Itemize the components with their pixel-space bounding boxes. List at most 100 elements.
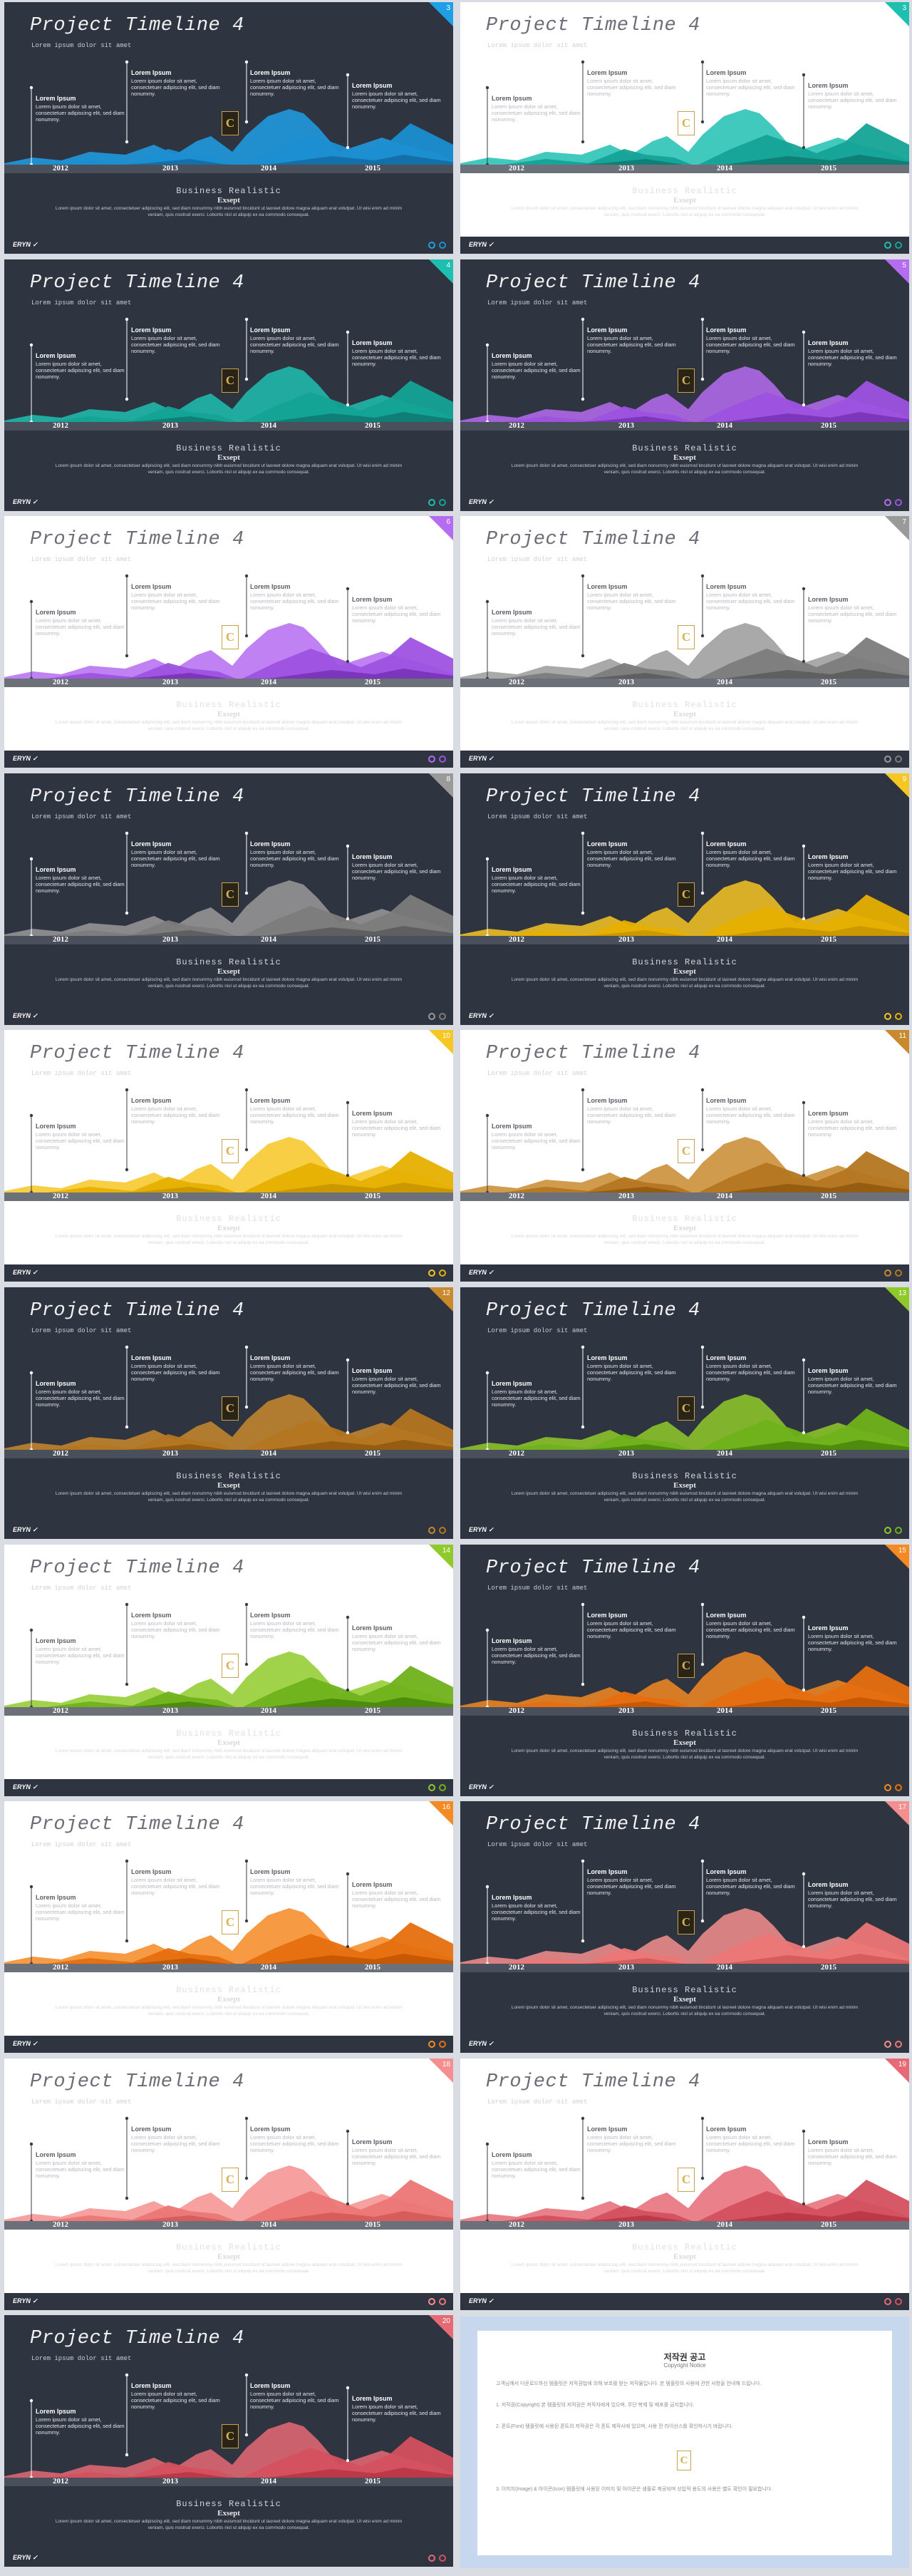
nav-dot[interactable] (428, 1013, 435, 1020)
nav-dot[interactable] (428, 2298, 435, 2305)
copyright-slide[interactable]: 저작권 공고 Copyright Notice 고객님께서 다운로드하신 템플릿… (460, 2317, 909, 2568)
footer-title: Business Realistic (176, 2242, 281, 2252)
footer-title: Business Realistic (632, 1214, 737, 1224)
nav-dot[interactable] (884, 756, 891, 763)
milestone-title: Lorem Ipsum (352, 2138, 393, 2145)
nav-dots (884, 242, 902, 249)
slide-thumbnail[interactable]: Project Timeline 4 Lorem ipsum dolor sit … (4, 2059, 453, 2310)
nav-dot[interactable] (895, 242, 902, 249)
nav-dot[interactable] (428, 1527, 435, 1534)
slide-thumbnail[interactable]: Project Timeline 4 Lorem ipsum dolor sit … (460, 773, 909, 1025)
nav-dots (428, 2555, 446, 2562)
nav-dot[interactable] (439, 1013, 446, 1020)
nav-dot[interactable] (884, 1527, 891, 1534)
milestone-card: Lorem Ipsum Lorem ipsum dolor sit amet, c… (352, 1367, 446, 1395)
nav-dot[interactable] (895, 2298, 902, 2305)
brand-logo: ERYN ✓ (13, 1783, 38, 1791)
slide-number-corner (429, 2315, 453, 2339)
nav-dot[interactable] (428, 242, 435, 249)
nav-dot[interactable] (439, 2555, 446, 2562)
slide-thumbnail[interactable]: Project Timeline 4 Lorem ipsum dolor sit … (4, 1801, 453, 2053)
nav-dot[interactable] (428, 756, 435, 763)
milestone-text: Lorem ipsum dolor sit amet, consectetuer… (131, 2134, 220, 2153)
nav-dot[interactable] (895, 756, 902, 763)
nav-dot[interactable] (439, 499, 446, 506)
brand-logo: ERYN ✓ (13, 241, 38, 248)
slide-thumbnail[interactable]: Project Timeline 4 Lorem ipsum dolor sit … (460, 1545, 909, 1796)
nav-dot[interactable] (884, 499, 891, 506)
milestone-title: Lorem Ipsum (36, 1123, 76, 1130)
milestone-dot (125, 911, 129, 915)
nav-dot[interactable] (428, 1269, 435, 1277)
slide-thumbnail[interactable]: Project Timeline 4 Lorem ipsum dolor sit … (4, 1287, 453, 1539)
milestone-text: Lorem ipsum dolor sit amet, consectetuer… (250, 1106, 339, 1125)
nav-dot[interactable] (428, 1784, 435, 1791)
milestone-title: Lorem Ipsum (352, 596, 393, 603)
nav-dot[interactable] (884, 2298, 891, 2305)
nav-dot[interactable] (895, 1269, 902, 1277)
milestone-dot (244, 831, 249, 835)
milestone-title: Lorem Ipsum (131, 1868, 172, 1875)
slide-thumbnail[interactable]: Project Timeline 4 Lorem ipsum dolor sit … (460, 259, 909, 511)
milestone-title: Lorem Ipsum (587, 69, 628, 76)
slide-thumbnail[interactable]: Project Timeline 4 Lorem ipsum dolor sit … (4, 773, 453, 1025)
nav-dot[interactable] (439, 1527, 446, 1534)
milestone-dot (346, 2458, 350, 2463)
slide-number: 4 (446, 262, 450, 269)
nav-dot[interactable] (439, 2041, 446, 2048)
slide-thumbnail[interactable]: Project Timeline 4 Lorem ipsum dolor sit … (460, 2059, 909, 2310)
milestone-text: Lorem ipsum dolor sit amet, consectetuer… (587, 1877, 676, 1896)
slide-thumbnail[interactable]: Project Timeline 4 Lorem ipsum dolor sit … (460, 1801, 909, 2053)
milestone-text: Lorem ipsum dolor sit amet, consectetuer… (131, 335, 220, 354)
slide-thumbnail[interactable]: Project Timeline 4 Lorem ipsum dolor sit … (4, 2, 453, 254)
nav-dot[interactable] (439, 756, 446, 763)
nav-dot[interactable] (895, 1527, 902, 1534)
slide-thumbnail[interactable]: Project Timeline 4 Lorem ipsum dolor sit … (4, 1545, 453, 1796)
nav-dot[interactable] (428, 2041, 435, 2048)
footer-subtitle: Exsept (217, 2509, 240, 2518)
nav-dot[interactable] (895, 499, 902, 506)
milestone-text: Lorem ipsum dolor sit amet, consectetuer… (492, 103, 581, 123)
brand-logo: ERYN ✓ (13, 1012, 38, 1019)
nav-dot[interactable] (884, 1269, 891, 1277)
milestone-dot (244, 1088, 249, 1092)
slide-thumbnail[interactable]: Project Timeline 4 Lorem ipsum dolor sit … (4, 1030, 453, 1282)
slide-thumbnail[interactable]: Project Timeline 4 Lorem ipsum dolor sit … (460, 2, 909, 254)
nav-dot[interactable] (884, 242, 891, 249)
footer-body: Lorem ipsum dolor sit amet, consectetuer… (55, 206, 403, 217)
milestone-text: Lorem ipsum dolor sit amet, consectetuer… (131, 2391, 220, 2410)
milestone-title: Lorem Ipsum (131, 69, 172, 76)
nav-dot[interactable] (428, 2555, 435, 2562)
nav-dot[interactable] (439, 2298, 446, 2305)
milestone-dot (700, 1919, 705, 1923)
slide-number-corner (885, 773, 909, 798)
nav-dot[interactable] (884, 1784, 891, 1791)
nav-dot[interactable] (439, 242, 446, 249)
slide-thumbnail[interactable]: Project Timeline 4 Lorem ipsum dolor sit … (4, 259, 453, 511)
milestone-title: Lorem Ipsum (492, 1637, 532, 1644)
nav-dot[interactable] (895, 2041, 902, 2048)
slide-thumbnail[interactable]: Project Timeline 4 Lorem ipsum dolor sit … (4, 516, 453, 768)
slide-thumbnail[interactable]: Project Timeline 4 Lorem ipsum dolor sit … (460, 516, 909, 768)
milestone-title: Lorem Ipsum (36, 95, 76, 102)
milestone-dot (125, 1682, 129, 1686)
nav-dots (884, 499, 902, 506)
milestone-text: Lorem ipsum dolor sit amet, consectetuer… (808, 604, 897, 624)
slide-thumbnail[interactable]: Project Timeline 4 Lorem ipsum dolor sit … (4, 2315, 453, 2567)
nav-dot[interactable] (428, 499, 435, 506)
slide-thumbnail[interactable]: Project Timeline 4 Lorem ipsum dolor sit … (460, 1030, 909, 1282)
slide-thumbnail[interactable]: Project Timeline 4 Lorem ipsum dolor sit … (460, 1287, 909, 1539)
nav-dot[interactable] (439, 1269, 446, 1277)
year-label: 2012 (509, 2220, 524, 2229)
nav-dot[interactable] (439, 1784, 446, 1791)
timeline-baseline (4, 165, 453, 173)
nav-dot[interactable] (895, 1013, 902, 1020)
milestone-dot (802, 1872, 806, 1876)
nav-dot[interactable] (884, 1013, 891, 1020)
milestone-card: Lorem Ipsum Lorem ipsum dolor sit amet, c… (808, 853, 902, 881)
slide-subtitle: Lorem ipsum dolor sit amet (487, 42, 588, 49)
footer-body: Lorem ipsum dolor sit amet, consectetuer… (55, 1748, 403, 1760)
nav-dot[interactable] (884, 2041, 891, 2048)
nav-dot[interactable] (895, 1784, 902, 1791)
milestone-title: Lorem Ipsum (36, 2151, 76, 2158)
